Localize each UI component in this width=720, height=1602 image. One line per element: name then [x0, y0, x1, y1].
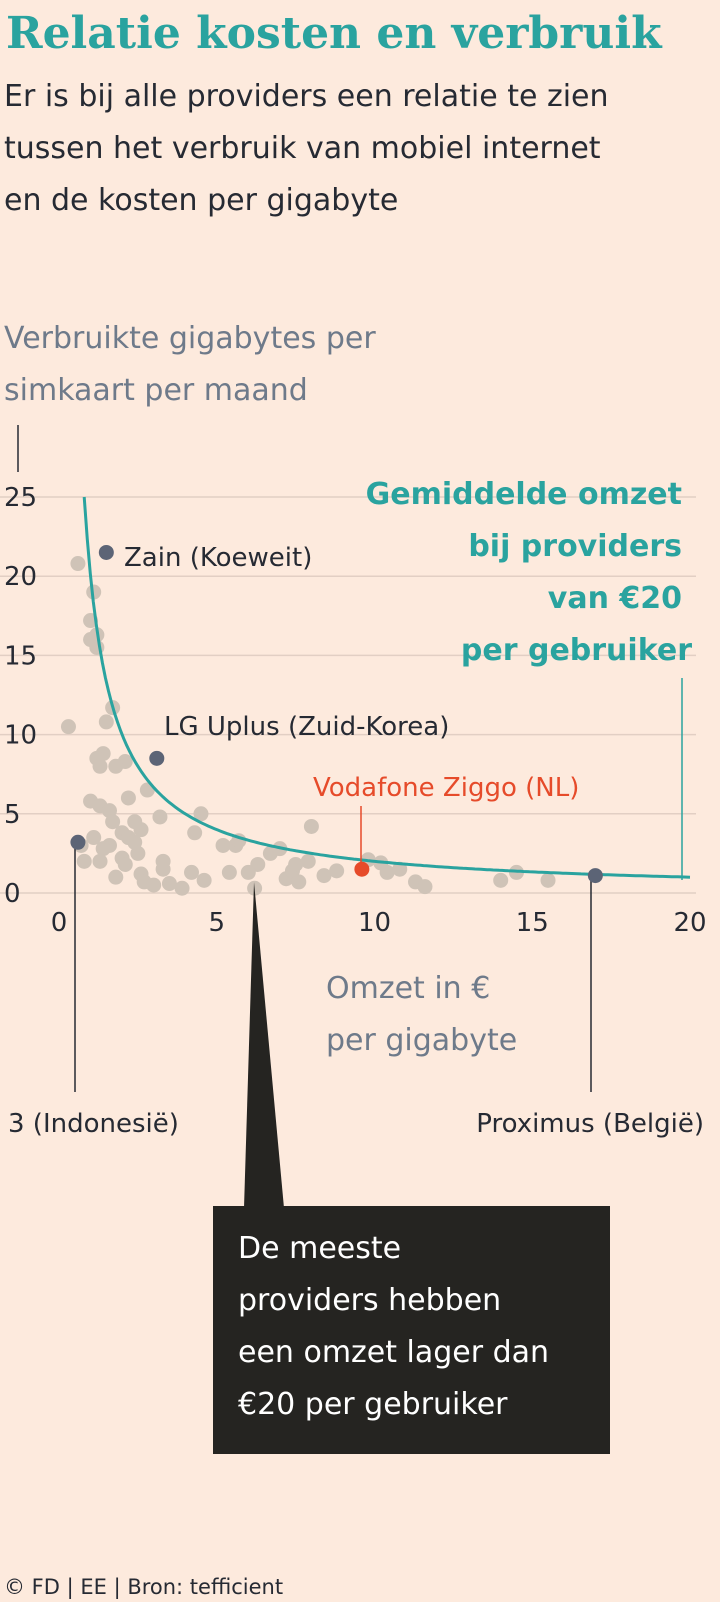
label-vodafone-ziggo: Vodafone Ziggo (NL): [313, 773, 579, 803]
data-point: [130, 845, 146, 861]
data-point: [152, 809, 168, 825]
data-point: [95, 841, 111, 857]
chart-title: Relatie kosten en verbruik: [6, 8, 663, 59]
data-point: [60, 719, 76, 735]
data-point: [329, 863, 345, 879]
callout-line-4: €20 per gebruiker: [238, 1387, 508, 1422]
y-tick-25: 25: [4, 483, 37, 513]
data-point: [108, 869, 124, 885]
y-tick-5: 5: [4, 800, 21, 830]
data-point: [120, 790, 136, 806]
data-point: [146, 877, 162, 893]
data-point: [184, 864, 200, 880]
data-point: [92, 853, 108, 869]
subtitle-line-3: en de kosten per gigabyte: [4, 183, 398, 218]
data-point: [392, 861, 408, 877]
data-point: [92, 758, 108, 774]
data-point: [155, 861, 171, 877]
data-point: [196, 872, 212, 888]
x-tick-0: 0: [51, 908, 68, 938]
data-point: [161, 875, 177, 891]
data-point: [300, 853, 316, 869]
data-point: [174, 880, 190, 896]
data-point: [240, 864, 256, 880]
data-point: [221, 864, 237, 880]
x-axis-title-line-2: per gigabyte: [326, 1023, 517, 1058]
highlight-point-zain: [98, 544, 114, 560]
callout-line-3: een omzet lager dan: [238, 1335, 549, 1370]
data-point: [117, 856, 133, 872]
data-point: [417, 879, 433, 895]
data-point: [187, 825, 203, 841]
data-point: [76, 853, 92, 869]
highlight-point-indonesia: [70, 834, 86, 850]
curve-label-line-2: bij providers: [468, 529, 682, 564]
data-point: [70, 556, 86, 572]
highlight-point-proximus: [587, 868, 603, 884]
x-tick-labels: 0 5 10 15 20: [51, 908, 707, 938]
y-tick-labels: 0 5 10 15 20 25: [4, 483, 37, 909]
label-lg-uplus: LG Uplus (Zuid-Korea): [164, 712, 449, 742]
data-point: [291, 874, 307, 890]
y-tick-0: 0: [4, 879, 21, 909]
callout-line-2: providers hebben: [238, 1283, 501, 1318]
subtitle-line-2: tussen het verbruik van mobiel internet: [4, 131, 601, 166]
data-point: [288, 856, 304, 872]
x-axis-title-line-1: Omzet in €: [326, 971, 490, 1006]
x-tick-15: 15: [516, 908, 549, 938]
curve-label-line-4: per gebruiker: [461, 633, 692, 668]
subtitle-line-1: Er is bij alle providers een relatie te …: [4, 79, 609, 114]
x-tick-20: 20: [673, 908, 706, 938]
y-axis-title-line-2: simkaart per maand: [4, 373, 308, 408]
source-note: © FD | EE | Bron: tefficient: [4, 1575, 283, 1600]
curve-label-line-1: Gemiddelde omzet: [366, 477, 682, 512]
x-tick-10: 10: [358, 908, 391, 938]
data-point: [105, 814, 121, 830]
highlighted-providers: Zain (Koeweit) LG Uplus (Zuid-Korea) Vod…: [8, 543, 704, 1139]
data-point: [133, 822, 149, 838]
data-point: [316, 868, 332, 884]
y-tick-20: 20: [4, 562, 37, 592]
label-indonesia: 3 (Indonesië): [8, 1109, 179, 1139]
data-point: [379, 864, 395, 880]
label-zain: Zain (Koeweit): [124, 543, 312, 573]
data-point: [86, 830, 102, 846]
callout-line-1: De meeste: [238, 1231, 401, 1266]
data-point: [215, 837, 231, 853]
label-proximus: Proximus (België): [476, 1109, 704, 1139]
y-tick-10: 10: [4, 721, 37, 751]
x-tick-5: 5: [208, 908, 225, 938]
y-tick-15: 15: [4, 641, 37, 671]
highlight-point-lg-uplus: [149, 750, 165, 766]
highlight-point-vodafone-ziggo: [354, 861, 370, 877]
data-point: [540, 872, 556, 888]
data-point: [303, 818, 319, 834]
curve-label-line-3: van €20: [548, 581, 682, 616]
data-point: [247, 880, 263, 896]
data-point: [108, 758, 124, 774]
data-point: [493, 872, 509, 888]
data-point: [193, 806, 209, 822]
callout-box: [213, 1206, 610, 1454]
data-points: [60, 556, 556, 896]
y-axis-title-line-1: Verbruikte gigabytes per: [4, 321, 376, 356]
callout-pointer: [244, 882, 284, 1208]
data-point: [98, 714, 114, 730]
